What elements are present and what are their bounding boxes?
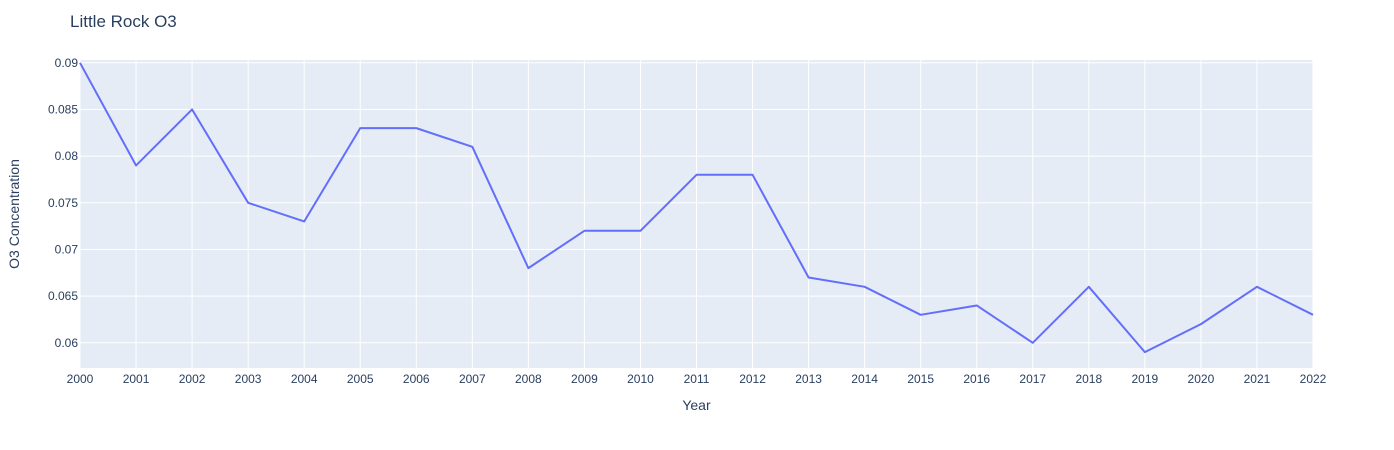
x-tick-label: 2021 [1244, 372, 1271, 386]
chart-title: Little Rock O3 [70, 12, 177, 31]
x-tick-label: 2002 [179, 372, 206, 386]
x-tick-label: 2004 [291, 372, 318, 386]
x-tick-label: 2008 [515, 372, 542, 386]
x-tick-label: 2020 [1188, 372, 1215, 386]
x-tick-label: 2007 [459, 372, 486, 386]
x-tick-label: 2014 [851, 372, 878, 386]
y-tick-label: 0.09 [55, 56, 79, 70]
x-tick-label: 2022 [1300, 372, 1327, 386]
y-tick-label: 0.065 [48, 289, 78, 303]
x-tick-label: 2010 [627, 372, 654, 386]
series-layer [79, 62, 1314, 354]
x-tick-label: 2019 [1132, 372, 1159, 386]
x-tick-label: 2011 [684, 372, 710, 386]
x-tick-label: 2012 [739, 372, 766, 386]
y-tick-label: 0.075 [48, 196, 78, 210]
y-axis-title: O3 Concentration [6, 159, 22, 269]
x-tick-labels: 2000 2001 2002 2003 2004 2005 2006 2007 2008 2009… [67, 372, 1327, 386]
y-tick-label: 0.06 [55, 336, 79, 350]
series-line [79, 62, 1314, 354]
x-tick-label: 2015 [907, 372, 934, 386]
y-tick-labels: 0.06 0.065 0.07 0.075 0.08 0.085 0.09 [48, 56, 78, 350]
x-tick-label: 2017 [1019, 372, 1046, 386]
x-tick-label: 2006 [403, 372, 430, 386]
y-tick-label: 0.085 [48, 102, 78, 116]
x-tick-label: 2009 [571, 372, 598, 386]
y-tick-label: 0.08 [55, 149, 79, 163]
x-tick-label: 2005 [347, 372, 374, 386]
x-axis-title: Year [682, 397, 711, 413]
x-tick-label: 2018 [1075, 372, 1102, 386]
x-tick-label: 2016 [963, 372, 990, 386]
x-tick-label: 2001 [123, 372, 150, 386]
x-tick-label: 2003 [235, 372, 262, 386]
x-tick-label: 2013 [795, 372, 822, 386]
x-tick-label: 2000 [67, 372, 94, 386]
y-tick-label: 0.07 [55, 242, 79, 256]
